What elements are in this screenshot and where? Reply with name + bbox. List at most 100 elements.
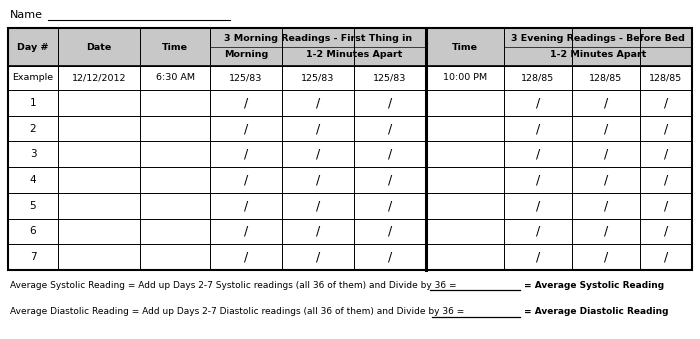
Text: /: / [244,199,248,212]
Text: /: / [388,148,392,161]
Bar [572,28,640,66]
Bar [8,90,58,116]
Text: = Average Diastolic Reading: = Average Diastolic Reading [524,307,668,317]
Bar [140,28,210,66]
Bar [354,66,426,90]
Bar [504,66,572,90]
Bar [426,167,504,193]
Text: Time: Time [452,42,478,52]
Text: 2: 2 [29,124,36,134]
Bar [354,28,426,66]
Bar [210,66,282,90]
Bar [58,193,140,219]
Bar [572,193,640,219]
Bar [58,244,140,270]
Bar [282,28,354,66]
Text: 3: 3 [29,149,36,159]
Text: /: / [388,251,392,264]
Bar [572,28,640,66]
Bar [140,167,210,193]
Bar [140,66,210,90]
Text: /: / [536,174,540,186]
Bar [354,219,426,244]
Text: /: / [664,174,668,186]
Bar [640,193,692,219]
Bar [504,28,572,66]
Bar [640,90,692,116]
Bar [504,116,572,141]
Text: /: / [536,199,540,212]
Bar [282,90,354,116]
Text: /: / [244,225,248,238]
Text: /: / [604,96,608,109]
Bar [210,28,282,66]
Bar [426,28,504,66]
Bar [58,141,140,167]
Text: /: / [604,122,608,135]
Text: Time: Time [162,42,188,52]
Bar [140,244,210,270]
Bar [354,90,426,116]
Text: Morning: Morning [224,50,268,59]
Bar [354,167,426,193]
Text: /: / [244,96,248,109]
Bar [572,116,640,141]
Bar [58,90,140,116]
Text: 3 Morning Readings - First Thing in: 3 Morning Readings - First Thing in [224,34,412,43]
Text: /: / [536,251,540,264]
Bar [354,193,426,219]
Bar [640,28,692,66]
Bar [354,116,426,141]
Bar [504,193,572,219]
Bar [504,219,572,244]
Text: /: / [388,96,392,109]
Text: /: / [388,199,392,212]
Text: /: / [316,174,320,186]
Text: /: / [604,199,608,212]
Text: 7: 7 [29,252,36,262]
Bar [140,193,210,219]
Text: /: / [536,148,540,161]
Text: 128/85: 128/85 [589,74,622,82]
Bar [354,244,426,270]
Bar [8,141,58,167]
Bar [640,141,692,167]
Text: 6: 6 [29,226,36,236]
Text: /: / [536,96,540,109]
Bar [210,141,282,167]
Text: /: / [244,122,248,135]
Bar [140,116,210,141]
Text: /: / [244,251,248,264]
Bar [426,244,504,270]
Bar [8,28,58,66]
Bar [426,141,504,167]
Bar [426,28,504,66]
Text: /: / [664,148,668,161]
Text: 125/83: 125/83 [373,74,407,82]
Bar [640,116,692,141]
Bar [210,193,282,219]
Bar [210,116,282,141]
Bar [640,28,692,66]
Bar [426,193,504,219]
Text: /: / [244,148,248,161]
Bar [354,141,426,167]
Bar [572,219,640,244]
Text: /: / [388,225,392,238]
Text: /: / [316,122,320,135]
Bar [58,28,140,66]
Bar [640,66,692,90]
Bar [58,167,140,193]
Bar [8,28,692,66]
Bar [140,90,210,116]
Bar [426,90,504,116]
Bar [504,167,572,193]
Text: /: / [316,148,320,161]
Bar [210,90,282,116]
Text: Example: Example [13,74,54,82]
Text: 3 Evening Readings - Before Bed: 3 Evening Readings - Before Bed [511,34,685,43]
Bar [572,90,640,116]
Bar [210,219,282,244]
Text: /: / [664,225,668,238]
Bar [354,28,426,66]
